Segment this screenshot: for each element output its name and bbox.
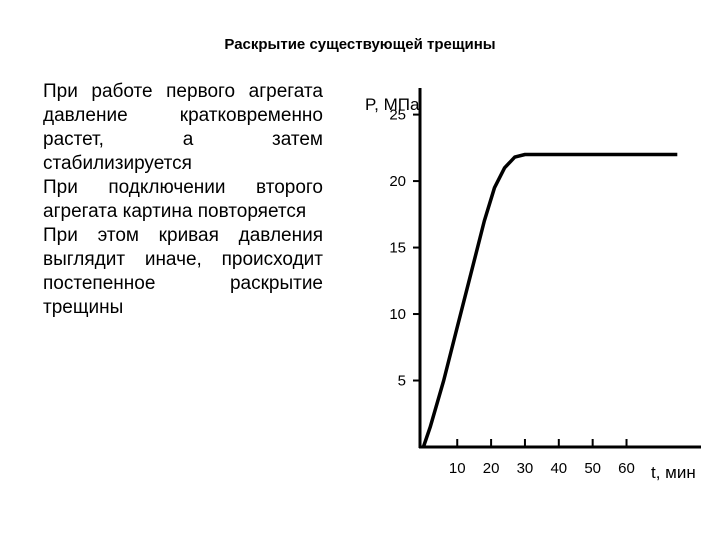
x-axis-label: t, мин bbox=[651, 463, 696, 482]
x-tick-label: 10 bbox=[449, 460, 466, 477]
y-tick-label: 15 bbox=[389, 240, 406, 257]
pressure-chart: P, МПа t, мин 5 10 15 20 25 10 20 30 40 50 60 bbox=[365, 88, 701, 482]
x-tick-label: 40 bbox=[550, 460, 567, 477]
y-axis: P, МПа bbox=[365, 88, 422, 448]
y-ticks: 5 10 15 20 25 bbox=[389, 107, 420, 390]
x-axis: t, мин bbox=[419, 445, 701, 482]
pressure-curve bbox=[421, 152, 678, 448]
y-tick-label: 20 bbox=[389, 173, 406, 190]
body-text: При работе первого агрегата давление кра… bbox=[43, 80, 323, 320]
y-tick-label: 25 bbox=[389, 107, 406, 124]
paragraph-3: При этом кривая давления выглядит иначе,… bbox=[43, 225, 323, 318]
y-axis-label: P, МПа bbox=[365, 95, 420, 114]
x-tick-label: 20 bbox=[483, 460, 500, 477]
slide-title: Раскрытие существующей трещины bbox=[224, 36, 496, 53]
paragraph-2: При подключении второго агрегата картина… bbox=[43, 177, 323, 222]
x-tick-label: 30 bbox=[517, 460, 534, 477]
x-tick-label: 50 bbox=[584, 460, 601, 477]
x-ticks: 10 20 30 40 50 60 bbox=[449, 439, 635, 477]
paragraph-1: При работе первого агрегата давление кра… bbox=[43, 81, 323, 174]
y-tick-label: 10 bbox=[389, 306, 406, 323]
x-tick-label: 60 bbox=[618, 460, 635, 477]
y-tick-label: 5 bbox=[398, 373, 406, 390]
